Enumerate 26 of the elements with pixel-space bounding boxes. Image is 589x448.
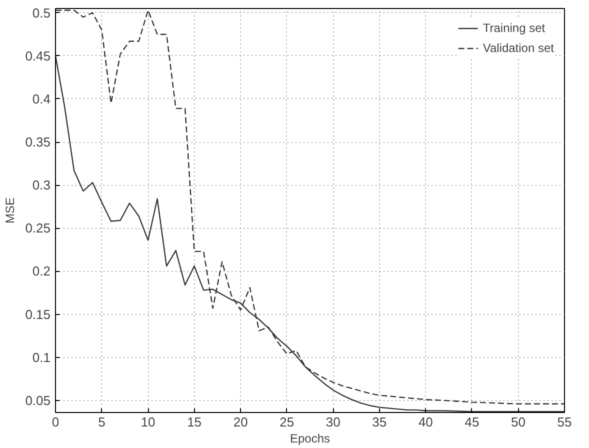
x-tick-label: 35 [372,414,387,430]
x-tick-label: 20 [233,414,248,430]
y-tick-label: 0.5 [32,5,51,20]
x-tick-label: 10 [140,414,156,430]
y-tick-label: 0.25 [25,220,51,236]
x-tick-label: 15 [187,414,202,430]
x-axis-title: Epochs [290,432,330,446]
x-tick-label: 30 [326,414,340,430]
y-tick-label: 0.2 [32,264,51,279]
x-tick-label: 50 [510,414,526,430]
y-tick-label: 0.15 [25,306,51,322]
x-tick-label: 55 [557,414,572,430]
y-tick-label: 0.05 [25,392,51,408]
y-tick-label: 0.1 [32,350,51,365]
x-tick-label: 40 [418,414,433,430]
legend-label: Training set [482,21,546,35]
legend-label: Validation set [482,41,554,55]
y-tick-label: 0.4 [32,91,51,106]
x-tick-label: 0 [52,414,60,430]
y-tick-label: 0.35 [25,134,51,150]
y-tick-label: 0.3 [32,178,51,193]
y-axis-title: MSE [3,197,18,224]
y-tick-label: 0.45 [25,48,51,64]
x-tick-label: 25 [280,414,294,430]
x-tick-label: 45 [464,414,480,430]
x-tick-label: 5 [98,414,106,430]
